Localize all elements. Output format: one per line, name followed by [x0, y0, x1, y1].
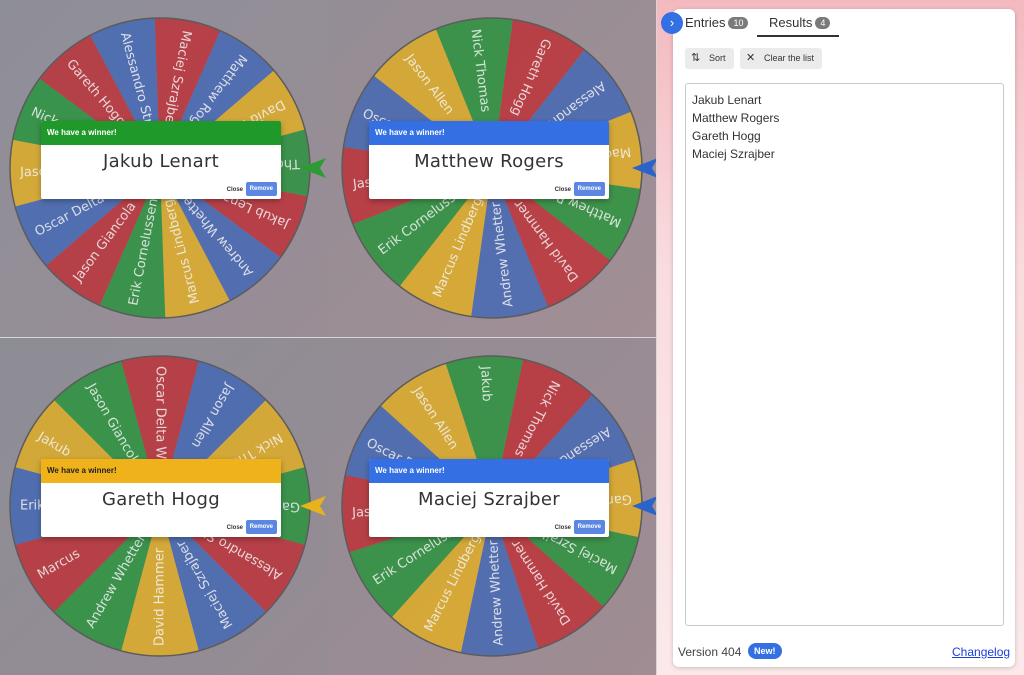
wheel-pointer-arrow — [632, 158, 656, 178]
winner-name: Gareth Hogg — [102, 489, 220, 510]
remove-button[interactable]: Remove — [245, 182, 277, 196]
remove-button[interactable]: Remove — [245, 520, 277, 534]
chevron-right-icon[interactable]: › — [661, 12, 683, 34]
count-badge: 4 — [815, 17, 831, 29]
tab-results[interactable]: Results 4 — [769, 15, 831, 30]
close-icon: ✕ — [746, 52, 756, 64]
wheel-segment — [492, 168, 611, 308]
remove-button[interactable]: Remove — [573, 520, 605, 534]
wheel-segment — [160, 506, 267, 651]
changelog-link[interactable]: Changelog — [952, 645, 1011, 659]
result-line: Matthew Rogers — [692, 111, 780, 125]
winner-dialog-header: We have a winner! — [369, 459, 609, 483]
wheel-segment — [46, 168, 160, 306]
result-line: Jakub Lenart — [692, 93, 762, 107]
wheel-pointer-arrow — [300, 158, 326, 178]
sort-icon: ⇅ — [691, 52, 701, 64]
wheel-segment — [53, 506, 160, 651]
results-textarea[interactable]: Jakub Lenart Matthew Rogers Gareth Hogg … — [685, 83, 1004, 626]
wheel-pointer-arrow — [632, 496, 656, 516]
wheel-segment-label: Erik — [20, 499, 45, 514]
winner-dialog-2: We have a winner! Matthew Rogers Close R… — [369, 121, 609, 199]
wheel-pointer-arrow — [300, 496, 326, 516]
new-badge[interactable]: New! — [748, 643, 782, 659]
wheel-segment — [121, 356, 199, 506]
close-button[interactable]: Close — [226, 525, 243, 531]
wheel-segment — [121, 506, 199, 656]
winner-dialog-header: We have a winner! — [41, 459, 281, 483]
wheel-segment — [471, 168, 549, 319]
tab-label: Entries — [685, 15, 726, 30]
winner-dialog-header: We have a winner! — [369, 121, 609, 145]
sort-label: Sort — [709, 53, 726, 63]
side-panel — [673, 9, 1015, 667]
clear-list-button[interactable]: ✕ Clear the list — [740, 48, 823, 69]
tab-entries[interactable]: Entries 10 — [685, 15, 749, 30]
close-button[interactable]: Close — [554, 187, 571, 193]
tab-label: Results — [769, 15, 813, 30]
active-tab-indicator — [757, 35, 839, 37]
winner-dialog-4: We have a winner! Maciej Szrajber Close … — [369, 459, 609, 537]
wheel-segment — [160, 168, 281, 301]
remove-button[interactable]: Remove — [573, 182, 605, 196]
wheel-segment — [160, 168, 230, 318]
wheel-segment-label: Oscar Delta Wilko — [153, 366, 168, 481]
wheel-segment-label: David Hammer — [153, 547, 168, 646]
wheel-segment — [492, 506, 604, 649]
wheel-segment-label: Andrew Whetter — [486, 539, 507, 646]
wheel-segment-label: Jakub — [477, 365, 494, 402]
clear-list-label: Clear the list — [764, 53, 815, 63]
wheel-segment — [391, 506, 492, 653]
count-badge: 10 — [728, 17, 749, 29]
winner-dialog-header: We have a winner! — [41, 121, 281, 145]
result-line: Gareth Hogg — [692, 129, 761, 143]
wheel-segment — [399, 168, 492, 317]
winner-dialog-1: We have a winner! Jakub Lenart Close Rem… — [41, 121, 281, 199]
winner-name: Maciej Szrajber — [418, 489, 560, 510]
winner-name: Matthew Rogers — [414, 151, 564, 172]
sort-button[interactable]: ⇅ Sort — [685, 48, 734, 69]
version-label: Version 404 — [678, 645, 742, 659]
wheel-segment — [460, 506, 539, 656]
result-line: Maciej Szrajber — [692, 147, 775, 161]
close-button[interactable]: Close — [226, 187, 243, 193]
close-button[interactable]: Close — [554, 525, 571, 531]
winner-name: Jakub Lenart — [102, 151, 220, 172]
wheel-segment — [445, 356, 524, 506]
winner-dialog-3: We have a winner! Gareth Hogg Close Remo… — [41, 459, 281, 537]
wheel-segment — [99, 168, 166, 319]
